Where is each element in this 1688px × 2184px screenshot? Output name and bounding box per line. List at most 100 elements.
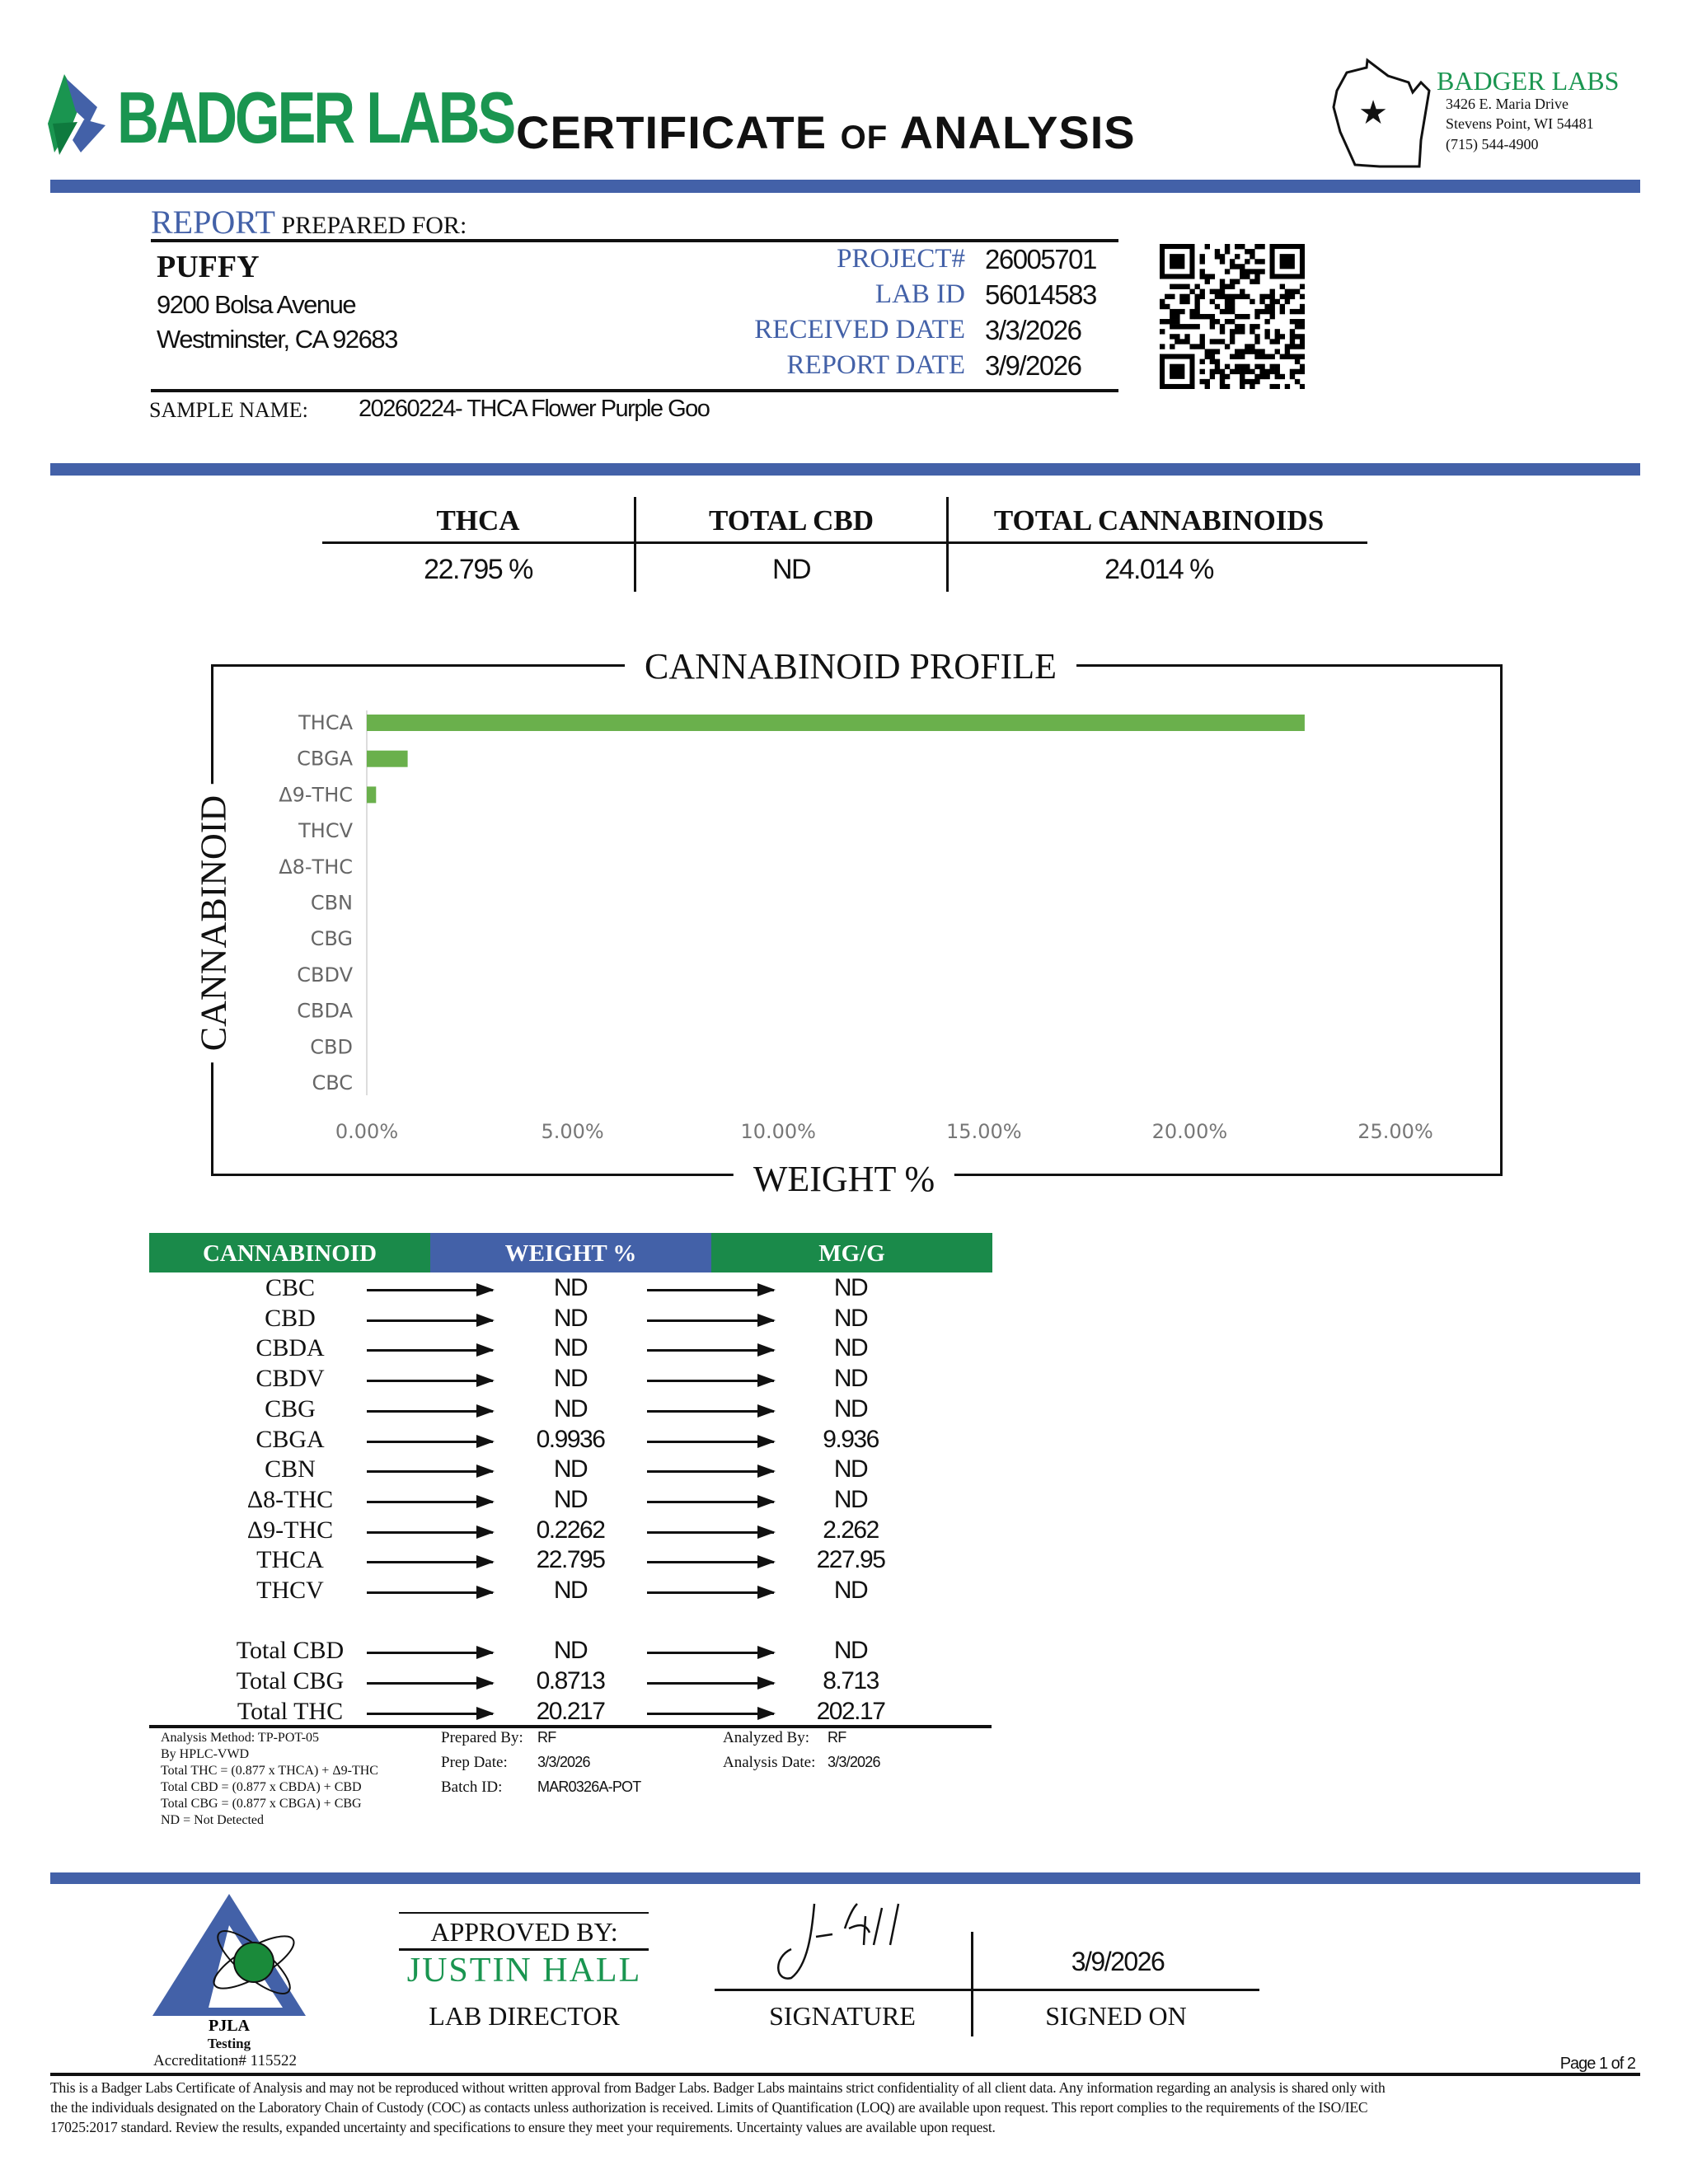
client-city: Westminster, CA 92683: [157, 325, 398, 354]
detail-label: LAB ID: [874, 279, 965, 309]
cannabinoid-name: CBC: [265, 1274, 316, 1301]
x-tick-label: 0.00%: [335, 1120, 398, 1143]
footer-disclaimer-line1: This is a Badger Labs Certificate of Ana…: [50, 2079, 1386, 2096]
bar-THCA: [367, 715, 1305, 731]
mg-per-g-value: 9.936: [823, 1425, 879, 1453]
rule: [322, 541, 1367, 544]
y-tick-label: Δ9-THC: [279, 783, 353, 806]
rule: [399, 1948, 649, 1951]
summary-total-cbd-label: TOTAL CBD: [708, 504, 874, 537]
mg-per-g-value: ND: [833, 1485, 869, 1513]
mg-per-g-value: ND: [833, 1304, 869, 1332]
footer-disclaimer-line2: the the individuals designated on the La…: [50, 2099, 1368, 2116]
cannabinoid-name: CBG: [265, 1394, 316, 1422]
arrow-icon: [367, 1525, 495, 1539]
prep-value: RF: [537, 1729, 556, 1746]
mg-per-g-value: ND: [833, 1334, 869, 1362]
summary-total-cannabinoids-value: 24.014 %: [1104, 554, 1214, 585]
weight-percent-value: ND: [553, 1637, 588, 1664]
divider-bar: [50, 1872, 1640, 1884]
summary-total-cbd-value: ND: [771, 554, 812, 585]
y-tick-label: CBD: [310, 1035, 353, 1058]
analysis-note: Total THC = (0.877 x THCA) + Δ9-THC: [161, 1764, 378, 1778]
y-tick-label: Δ8-THC: [279, 855, 353, 879]
sample-name-value: 20260224- THCA Flower Purple Goo: [359, 396, 710, 422]
cannabinoid-name: CBGA: [256, 1425, 325, 1453]
mg-per-g-value: ND: [833, 1577, 869, 1604]
lab-phone: (715) 544-4900: [1446, 136, 1539, 152]
cannabinoid-name: Total CBD: [236, 1637, 345, 1664]
arrow-icon: [367, 1494, 495, 1508]
mg-per-g-value: ND: [833, 1365, 869, 1393]
pjla-accreditation-logo-icon: PJLA: [152, 1894, 306, 2035]
arrow-icon: [647, 1434, 776, 1448]
arrow-icon: [647, 1646, 776, 1659]
lab-address-line2: Stevens Point, WI 54481: [1446, 115, 1594, 132]
weight-percent-value: ND: [553, 1394, 588, 1422]
weight-percent-value: 0.2262: [536, 1516, 606, 1544]
column-divider: [634, 497, 636, 592]
svg-text:PJLA: PJLA: [209, 2017, 251, 2035]
summary-thca-label: THCA: [436, 504, 520, 537]
arrow-icon: [647, 1465, 776, 1479]
weight-percent-value: ND: [553, 1365, 588, 1393]
footer-disclaimer-line3: 17025:2017 standard. Review the results,…: [50, 2119, 996, 2135]
approver-name: JUSTIN HALL: [406, 1952, 642, 1990]
cannabinoid-name: Total THC: [237, 1698, 344, 1725]
bar-CBGA: [367, 750, 408, 767]
arrow-icon: [647, 1707, 776, 1720]
prep-label: Prepared By:: [441, 1729, 523, 1746]
lab-name: BADGER LABS: [1437, 66, 1620, 96]
analysis-note: Total CBD = (0.877 x CBDA) + CBD: [161, 1780, 362, 1794]
weight-percent-value: ND: [553, 1455, 588, 1483]
arrow-icon: [647, 1343, 776, 1357]
arrow-icon: [647, 1676, 776, 1690]
y-tick-label: CBG: [311, 927, 353, 950]
prep-label: Prep Date:: [441, 1754, 508, 1771]
arrow-icon: [367, 1646, 495, 1659]
y-tick-label: THCV: [298, 819, 353, 842]
mg-per-g-value: 202.17: [816, 1698, 886, 1725]
y-tick-label: CBC: [312, 1071, 353, 1094]
arrow-icon: [367, 1586, 495, 1599]
detail-label: PROJECT#: [837, 244, 965, 274]
prep-value: MAR0326A-POT: [537, 1779, 641, 1795]
analysis-note: Analysis Method: TP-POT-05: [161, 1731, 320, 1745]
analysis-value: RF: [828, 1729, 846, 1746]
qr-code[interactable]: [1160, 244, 1305, 389]
cannabinoid-profile-chart: THCA CBGA Δ9-THC THCV Δ8-THC CBN CBG CBDV CBDA CB…: [279, 710, 1433, 1143]
mg-per-g-value: 2.262: [823, 1516, 879, 1544]
client-street: 9200 Bolsa Avenue: [157, 290, 357, 319]
analysis-note: Total CBG = (0.877 x CBGA) + CBG: [161, 1797, 362, 1811]
cannabinoid-name: Δ8-THC: [246, 1485, 334, 1513]
analysis-label: Analysis Date:: [723, 1754, 816, 1771]
y-tick-label: THCA: [298, 711, 353, 734]
weight-percent-value: 0.9936: [536, 1425, 606, 1453]
cannabinoid-name: CBDV: [256, 1365, 325, 1393]
arrow-icon: [367, 1707, 495, 1720]
cannabinoid-name: CBD: [265, 1304, 316, 1332]
document-title: CERTIFICATE OF ANALYSIS: [516, 106, 1136, 158]
arrow-icon: [647, 1374, 776, 1388]
wisconsin-map-icon: ★: [1332, 58, 1431, 168]
arrow-icon: [367, 1283, 495, 1296]
approved-by-label: APPROVED BY:: [430, 1917, 618, 1947]
badger-labs-logo-text: BADGER LABS: [117, 77, 516, 158]
cannabinoid-name: CBN: [265, 1455, 316, 1483]
arrow-icon: [367, 1343, 495, 1357]
cannabinoid-name: Total CBG: [236, 1667, 345, 1694]
arrow-icon: [367, 1404, 495, 1418]
arrow-icon: [367, 1555, 495, 1569]
chart-title: CANNABINOID PROFILE: [625, 645, 1076, 687]
analysis-note: ND = Not Detected: [161, 1813, 264, 1827]
divider-bar: [50, 463, 1640, 476]
sample-name-label: SAMPLE NAME:: [149, 398, 308, 422]
mg-per-g-value: ND: [833, 1455, 869, 1483]
arrow-icon: [647, 1555, 776, 1569]
detail-label: RECEIVED DATE: [754, 315, 965, 344]
weight-percent-value: ND: [553, 1485, 588, 1513]
x-tick-label: 15.00%: [946, 1120, 1022, 1143]
detail-value: 3/9/2026: [985, 350, 1082, 381]
mg-per-g-value: 8.713: [823, 1667, 879, 1694]
summary-total-cannabinoids-label: TOTAL CANNABINOIDS: [993, 504, 1325, 537]
